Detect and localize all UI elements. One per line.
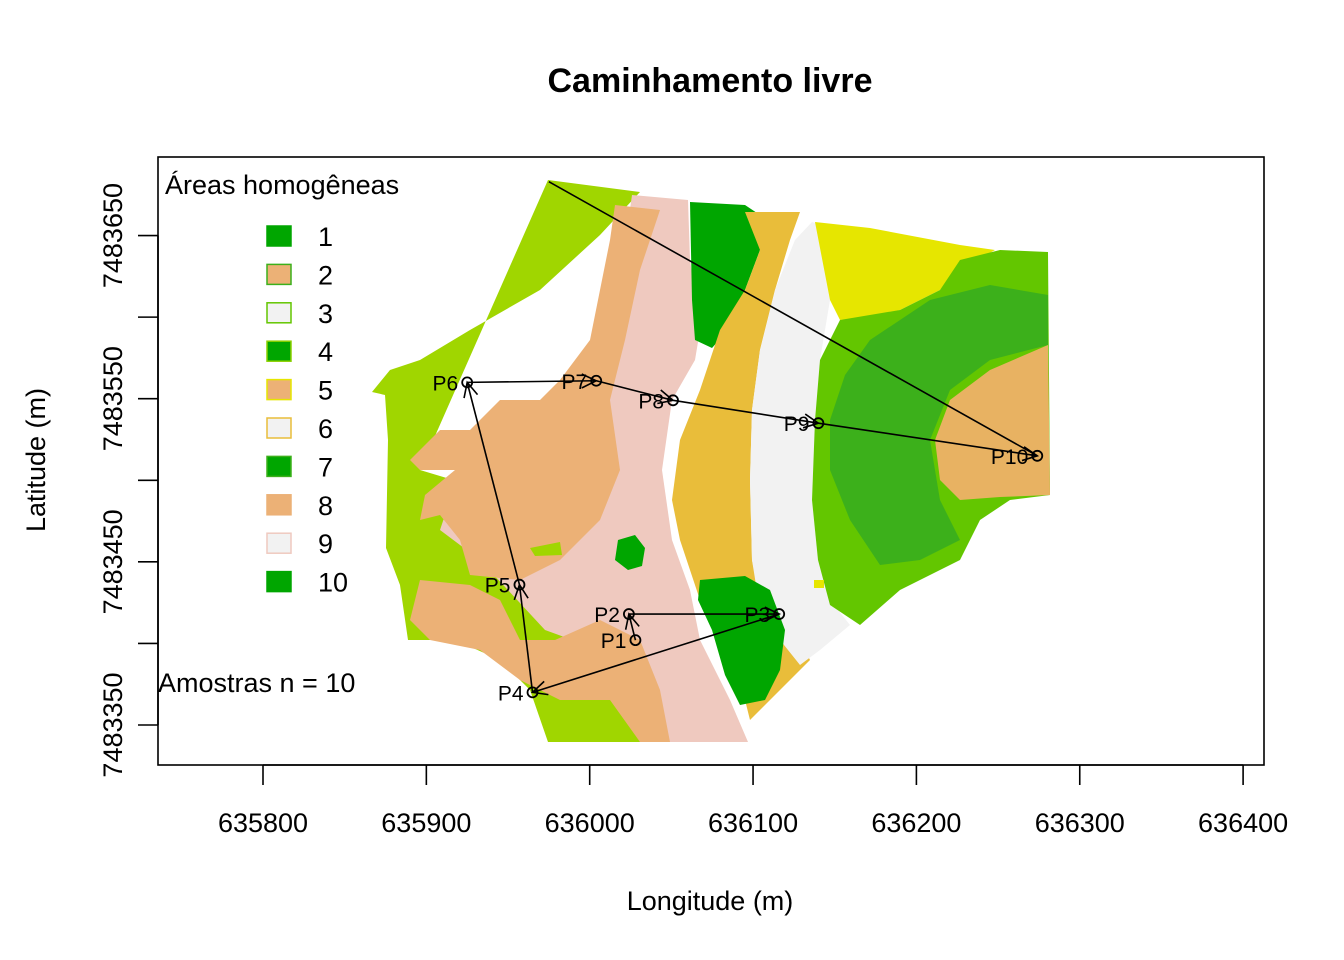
zone-yellow [815,222,995,320]
legend-label: 10 [318,568,348,598]
zone-light-green-spot [530,542,562,556]
sample-point-label: P8 [638,390,664,413]
sample-point-marker [773,608,786,620]
sample-point-label: P1 [601,630,627,653]
path-closing-segment [548,181,1038,457]
chart-title: Caminhamento livre [548,62,873,100]
zone-yellow-spot [814,580,824,588]
x-tick-label: 635800 [218,808,308,838]
path-segment [466,382,521,585]
legend-swatch [266,263,292,286]
zone-dark-green-bottom [698,576,785,705]
zone-salmon-lower [410,580,670,742]
sampling-path [463,181,1040,696]
legend-label: 4 [318,337,333,367]
sample-point-label: P2 [594,604,620,627]
y-axis: 7483350 7483450 7483550 7483650 [98,183,159,778]
y-tick-label: 7483350 [98,672,128,777]
x-axis-label: Longitude (m) [627,886,794,916]
legend-swatch [266,494,292,516]
zone-orange [935,345,1050,500]
legend-label: 8 [318,491,333,521]
y-tick-label: 7483450 [98,509,128,614]
legend-label: 6 [318,414,333,444]
path-segment [518,584,534,693]
zone-dark-green-top [690,202,760,348]
zone-salmon [410,205,660,580]
y-axis-label: Latitude (m) [21,388,51,532]
zone-green-band [830,285,1048,565]
sample-points: P1 P2 P3 P4 P5 P6 P7 P8 P9 P10 [433,371,1044,705]
y-tick-label: 7483650 [98,183,128,288]
sample-point-marker [1031,449,1044,462]
legend-swatch [266,417,292,439]
sample-point-marker [629,634,642,647]
sample-point-label: P7 [562,371,588,394]
sample-point-marker [812,417,825,430]
sample-count-annotation: Amostras n = 10 [158,668,355,698]
sample-point-label: P9 [784,413,810,436]
zone-raster [372,180,1050,742]
sample-point-label: P5 [485,575,511,598]
x-tick-label: 636200 [871,808,961,838]
legend-swatch [266,378,292,401]
y-tick-label: 7483550 [98,346,128,451]
legend-swatch [266,570,292,593]
path-segment [672,399,819,424]
sample-point-marker [526,686,539,699]
x-tick-label: 636400 [1198,808,1288,838]
x-tick-label: 636000 [545,808,635,838]
x-tick-label: 636300 [1035,808,1125,838]
x-axis: 635800 635900 636000 636100 636200 636300 6364… [218,764,1288,838]
x-tick-label: 635900 [381,808,471,838]
path-segment [532,613,780,694]
legend-swatch [266,340,292,362]
sample-point-label: P6 [433,372,459,395]
legend-swatch [266,455,292,478]
legend-label: 3 [318,299,333,329]
legend-swatch [266,225,292,247]
legend-label: 1 [318,222,333,252]
sample-point-marker [513,578,526,591]
legend-label: 9 [318,529,333,559]
sample-point-label: P4 [498,682,524,705]
legend-label: 5 [318,376,333,406]
path-segment [596,379,674,402]
zone-white [750,222,850,665]
path-segment [818,422,1038,457]
zone-green-spot [615,535,645,570]
legend-title: Áreas homogêneas [165,170,399,200]
legend: Áreas homogêneas 1 2 3 4 5 6 7 8 9 10 [165,170,399,598]
legend-swatch [266,532,292,554]
legend-swatch [266,302,292,324]
sample-point-marker [623,608,635,620]
legend-label: 7 [318,452,333,482]
sample-point-marker [590,374,603,387]
sample-point-marker [461,376,474,389]
x-tick-label: 636100 [708,808,798,838]
sample-point-label: P3 [744,604,770,627]
legend-label: 2 [318,260,333,290]
path-segment [467,379,597,384]
sample-point-label: P10 [991,446,1028,469]
sample-point-marker [667,394,679,407]
